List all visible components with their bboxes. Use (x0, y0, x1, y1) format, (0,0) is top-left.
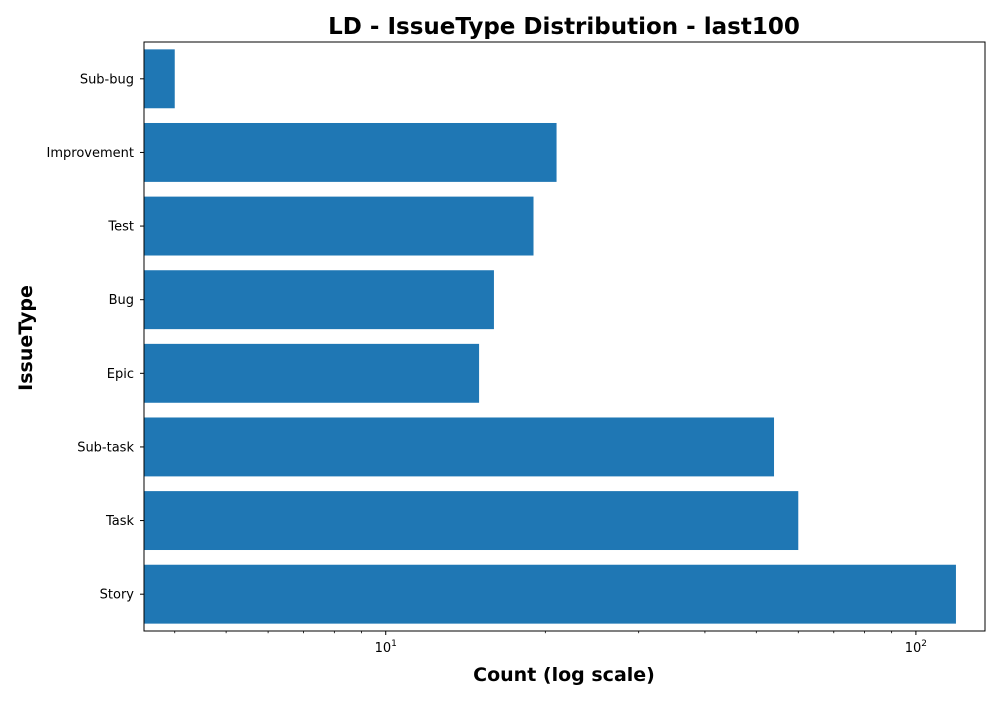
bar-sub-task (144, 417, 775, 477)
plot-frame (143, 41, 986, 632)
bar-test (144, 196, 534, 256)
x-axis-ticks: 101 102 (174, 631, 927, 656)
y-tick-label: Task (105, 514, 135, 529)
y-tick-label: Sub-task (77, 440, 134, 455)
y-tick-label: Bug (109, 293, 134, 308)
x-tick-label: 101 (375, 639, 397, 656)
y-tick-label: Improvement (47, 146, 134, 161)
x-axis-label: Count (log scale) (473, 664, 655, 686)
y-tick-label: Sub-bug (80, 72, 134, 87)
bar-improvement (144, 122, 557, 182)
y-axis-label: IssueType (15, 285, 37, 391)
bar-sub-bug (144, 49, 175, 109)
y-tick-label: Epic (107, 367, 134, 382)
bars (144, 49, 956, 624)
bar-epic (144, 343, 480, 403)
bar-task (144, 491, 799, 551)
chart-title: LD - IssueType Distribution - last100 (328, 14, 800, 40)
y-tick-label: Story (100, 588, 135, 603)
bar-bug (144, 270, 494, 330)
y-tick-label: Test (107, 220, 134, 235)
y-axis-ticks: Story Task Sub-task Epic Bug Test Improvement S… (47, 72, 144, 603)
x-tick-label: 102 (905, 639, 927, 656)
bar-story (144, 564, 956, 624)
